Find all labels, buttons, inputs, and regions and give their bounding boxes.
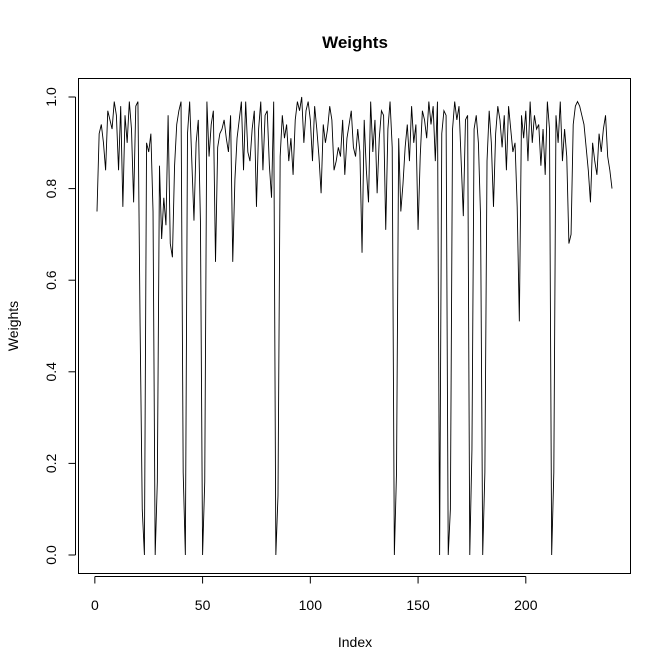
x-tick-label: 150 <box>406 597 430 613</box>
plot-frame <box>78 78 631 574</box>
y-tick-label: 0.0 <box>43 545 59 565</box>
y-axis: 0.0 0.2 0.4 0.6 0.8 1.0 <box>43 87 76 565</box>
series-line-1 <box>96 96 613 556</box>
x-tick-label: 50 <box>195 597 211 613</box>
chart-title: Weights <box>322 33 388 52</box>
y-tick-label: 0.2 <box>43 453 59 473</box>
y-tick-label: 0.6 <box>43 270 59 290</box>
x-axis-label: Index <box>338 634 372 650</box>
y-axis-label: Weights <box>5 301 21 351</box>
y-tick-label: 1.0 <box>43 87 59 107</box>
x-tick-label: 100 <box>299 597 323 613</box>
series-layer <box>96 96 613 556</box>
y-tick-label: 0.8 <box>43 179 59 199</box>
y-tick-label: 0.4 <box>43 362 59 382</box>
x-axis: 0 50 100 150 200 <box>91 576 538 613</box>
x-tick-label: 200 <box>514 597 538 613</box>
x-tick-label: 0 <box>91 597 99 613</box>
